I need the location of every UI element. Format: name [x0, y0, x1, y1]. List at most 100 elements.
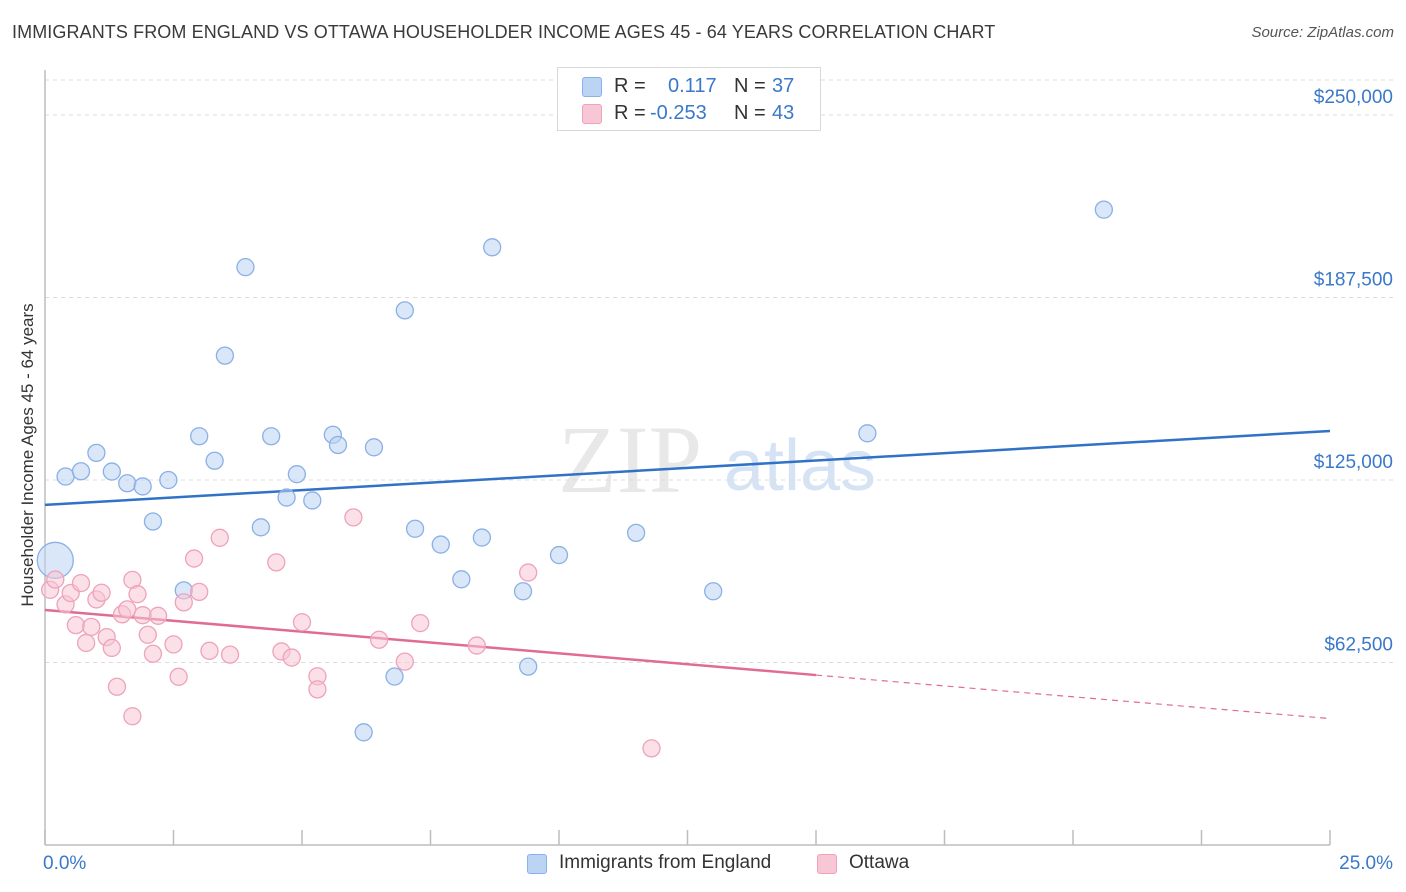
ottawa-point: [174, 593, 193, 612]
england-point: [328, 435, 348, 455]
ottawa-point: [133, 606, 152, 625]
source-label: Source: ZipAtlas.com: [1251, 24, 1394, 41]
ottawa-point: [102, 638, 121, 658]
ottawa-point: [292, 613, 312, 632]
england-point: [395, 301, 414, 320]
england-swatch: [527, 854, 547, 874]
ottawa-point: [369, 630, 389, 649]
r-label: R =: [614, 75, 646, 97]
stats-row-england: R = 0.117 N = 37: [558, 73, 822, 101]
ottawa-point: [82, 617, 101, 637]
ottawa-point: [71, 573, 91, 593]
legend-label: Immigrants from England: [559, 852, 772, 873]
data-points: [36, 200, 1113, 758]
england-point: [251, 518, 271, 537]
england-point: [262, 427, 281, 446]
n-label: N =: [734, 75, 766, 97]
england-point: [190, 427, 209, 446]
watermark-zip: ZIP: [558, 406, 702, 513]
ottawa-point: [308, 680, 327, 699]
ottawa-point: [92, 583, 111, 602]
england-point: [303, 491, 322, 510]
england-point: [205, 451, 224, 470]
x-tick-label: 0.0%: [43, 853, 86, 874]
england-trend-line: [44, 429, 1331, 507]
n-label: N =: [734, 102, 766, 124]
england-point: [143, 512, 163, 531]
ottawa-point: [467, 636, 486, 655]
ottawa-point: [123, 707, 142, 726]
stats-row-ottawa: R = -0.253 N = 43: [558, 100, 822, 128]
ottawa-point: [164, 635, 183, 654]
ottawa-point: [128, 585, 147, 604]
england-point: [277, 488, 296, 507]
y-tick-label: $250,000: [1314, 87, 1393, 108]
tick-labels: $62,500 $125,000 $187,500 $250,000 0.0% 25.0%: [43, 87, 1393, 874]
ottawa-point: [118, 600, 137, 619]
england-point: [71, 462, 91, 481]
england-point: [133, 477, 152, 496]
england-point: [513, 582, 533, 601]
england-point: [472, 528, 492, 547]
n-value: 37: [772, 75, 795, 97]
ottawa-point: [107, 677, 127, 696]
ottawa-point: [267, 553, 286, 572]
ottawa-point: [148, 606, 168, 625]
ottawa-point: [210, 528, 229, 547]
england-point: [1094, 200, 1113, 219]
r-value: -0.253: [650, 102, 707, 124]
ottawa-point: [344, 508, 363, 527]
england-point: [483, 238, 502, 257]
y-tick-label: $62,500: [1324, 635, 1393, 656]
grid: [45, 79, 1395, 664]
ottawa-point: [190, 582, 209, 601]
ottawa-point: [200, 641, 219, 660]
ottawa-swatch: [582, 104, 602, 124]
ottawa-point: [46, 570, 65, 589]
stats-legend: R = 0.117 N = 37 R = -0.253 N = 43: [557, 67, 821, 131]
ottawa-point: [169, 667, 188, 686]
england-point: [215, 346, 235, 365]
chart-title: IMMIGRANTS FROM ENGLAND VS OTTAWA HOUSEH…: [12, 22, 996, 42]
england-point: [159, 470, 178, 490]
ottawa-point: [395, 652, 414, 671]
england-point: [626, 523, 646, 543]
ottawa-point: [220, 645, 240, 664]
r-value: 0.117: [668, 75, 717, 97]
england-point: [858, 424, 877, 443]
trend-lines: [44, 429, 1331, 720]
y-tick-label: $125,000: [1314, 452, 1393, 473]
england-point: [236, 258, 255, 277]
england-point: [385, 667, 404, 686]
watermark-atlas: atlas: [724, 426, 876, 506]
ottawa-point: [282, 648, 301, 667]
ottawa-point: [76, 633, 96, 653]
england-point: [704, 582, 723, 601]
england-swatch: [582, 77, 602, 97]
ottawa-trend-extension: [815, 674, 1331, 720]
england-point: [118, 474, 137, 493]
ottawa-point: [138, 625, 157, 644]
watermark: ZIP atlas: [558, 406, 876, 513]
ottawa-trend-line: [44, 608, 817, 677]
england-point: [364, 438, 384, 457]
n-value: 43: [772, 102, 795, 124]
england-point: [354, 723, 373, 742]
england-point: [431, 535, 450, 554]
ottawa-point: [143, 644, 163, 663]
england-point: [405, 519, 425, 538]
ottawa-point: [642, 739, 661, 758]
ottawa-point: [519, 563, 538, 582]
r-label: R =: [614, 102, 646, 124]
y-axis-label: Householder Income Ages 45 - 64 years: [18, 303, 37, 607]
ottawa-swatch: [817, 854, 837, 874]
england-point: [452, 570, 471, 589]
england-point: [87, 443, 106, 463]
england-point: [102, 462, 121, 481]
x-tick-label: 25.0%: [1339, 853, 1393, 874]
legend-label: Ottawa: [849, 852, 910, 873]
england-point: [519, 657, 538, 676]
ottawa-point: [184, 549, 204, 568]
england-point: [549, 545, 569, 565]
